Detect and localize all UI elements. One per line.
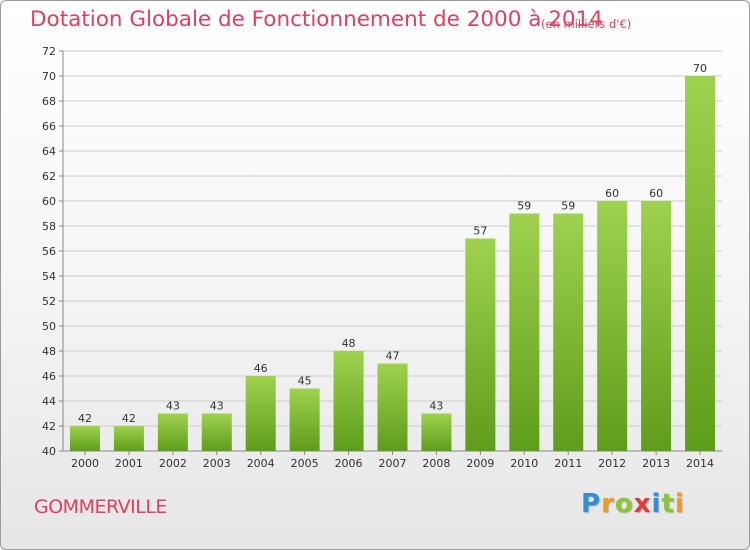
y-tick-label: 50 <box>42 320 56 333</box>
y-tick-label: 72 <box>42 45 56 58</box>
bar-2005 <box>289 388 320 451</box>
y-axis-ticks: 40 42 44 46 48 50 52 54 56 58 60 62 64 66 68 70 72 <box>42 45 56 458</box>
y-tick-label: 48 <box>42 345 56 358</box>
x-axis-ticks: 2000 2001 2002 2003 2004 2005 2006 2007 2008 2009… <box>71 457 714 470</box>
bar-2011 <box>553 213 584 451</box>
y-tick-label: 42 <box>42 420 56 433</box>
bar-2008 <box>421 413 452 451</box>
y-tick-label: 40 <box>42 445 56 458</box>
bars <box>69 76 716 451</box>
x-tick-label-2012: 2012 <box>598 457 626 470</box>
data-label-2002: 43 <box>166 400 180 413</box>
chart-unit-note: (en milliers d'€) <box>541 17 632 31</box>
data-label-2014: 70 <box>693 62 707 75</box>
x-tick-label-2009: 2009 <box>466 457 494 470</box>
data-label-2000: 42 <box>78 412 92 425</box>
data-label-2013: 60 <box>649 187 663 200</box>
x-tick-label-2001: 2001 <box>115 457 143 470</box>
bar-2001 <box>113 426 144 451</box>
bar-2007 <box>377 363 408 451</box>
x-tick-label-2004: 2004 <box>247 457 275 470</box>
proxiti-logo[interactable]: Proxiti <box>581 489 685 519</box>
data-label-2007: 47 <box>386 350 400 363</box>
data-label-2009: 57 <box>473 225 487 238</box>
bar-2013 <box>641 201 672 451</box>
data-label-2008: 43 <box>429 400 443 413</box>
bar-2010 <box>509 213 540 451</box>
x-tick-label-2014: 2014 <box>686 457 714 470</box>
x-tick-label-2007: 2007 <box>379 457 407 470</box>
y-tick-label: 70 <box>42 70 56 83</box>
chart-title: Dotation Globale de Fonctionnement de 20… <box>30 7 603 32</box>
bar-2006 <box>333 351 364 451</box>
x-tick-label-2013: 2013 <box>642 457 670 470</box>
x-tick-label-2011: 2011 <box>554 457 582 470</box>
data-label-2004: 46 <box>254 362 268 375</box>
y-tick-label: 60 <box>42 195 56 208</box>
commune-name: GOMMERVILLE <box>34 496 167 518</box>
y-tick-label: 58 <box>42 220 56 233</box>
y-tick-label: 46 <box>42 370 56 383</box>
x-tick-label-2006: 2006 <box>335 457 363 470</box>
y-tick-label: 62 <box>42 170 56 183</box>
x-tick-label-2005: 2005 <box>291 457 319 470</box>
data-label-2006: 48 <box>342 337 356 350</box>
data-label-2005: 45 <box>298 375 312 388</box>
x-tick-label-2002: 2002 <box>159 457 187 470</box>
y-tick-label: 44 <box>42 395 56 408</box>
data-label-2001: 42 <box>122 412 136 425</box>
x-tick-label-2003: 2003 <box>203 457 231 470</box>
y-tick-label: 64 <box>42 145 56 158</box>
data-label-2012: 60 <box>605 187 619 200</box>
bar-2003 <box>201 413 232 451</box>
bar-2009 <box>465 238 496 451</box>
data-label-2010: 59 <box>517 200 531 213</box>
bar-2000 <box>69 426 100 451</box>
y-tick-label: 52 <box>42 295 56 308</box>
data-label-2003: 43 <box>210 400 224 413</box>
y-tick-label: 54 <box>42 270 56 283</box>
x-tick-label-2000: 2000 <box>71 457 99 470</box>
bar-2004 <box>245 376 276 451</box>
data-label-2011: 59 <box>561 200 575 213</box>
x-tick-label-2008: 2008 <box>422 457 450 470</box>
y-tick-label: 66 <box>42 120 56 133</box>
bar-2012 <box>597 201 628 451</box>
x-tick-label-2010: 2010 <box>510 457 538 470</box>
bar-2002 <box>157 413 188 451</box>
y-tick-label: 56 <box>42 245 56 258</box>
data-labels: 42 42 43 43 46 45 48 47 43 57 59 59 60 60 70 <box>78 62 707 425</box>
bar-2014 <box>685 76 716 451</box>
y-tick-label: 68 <box>42 95 56 108</box>
